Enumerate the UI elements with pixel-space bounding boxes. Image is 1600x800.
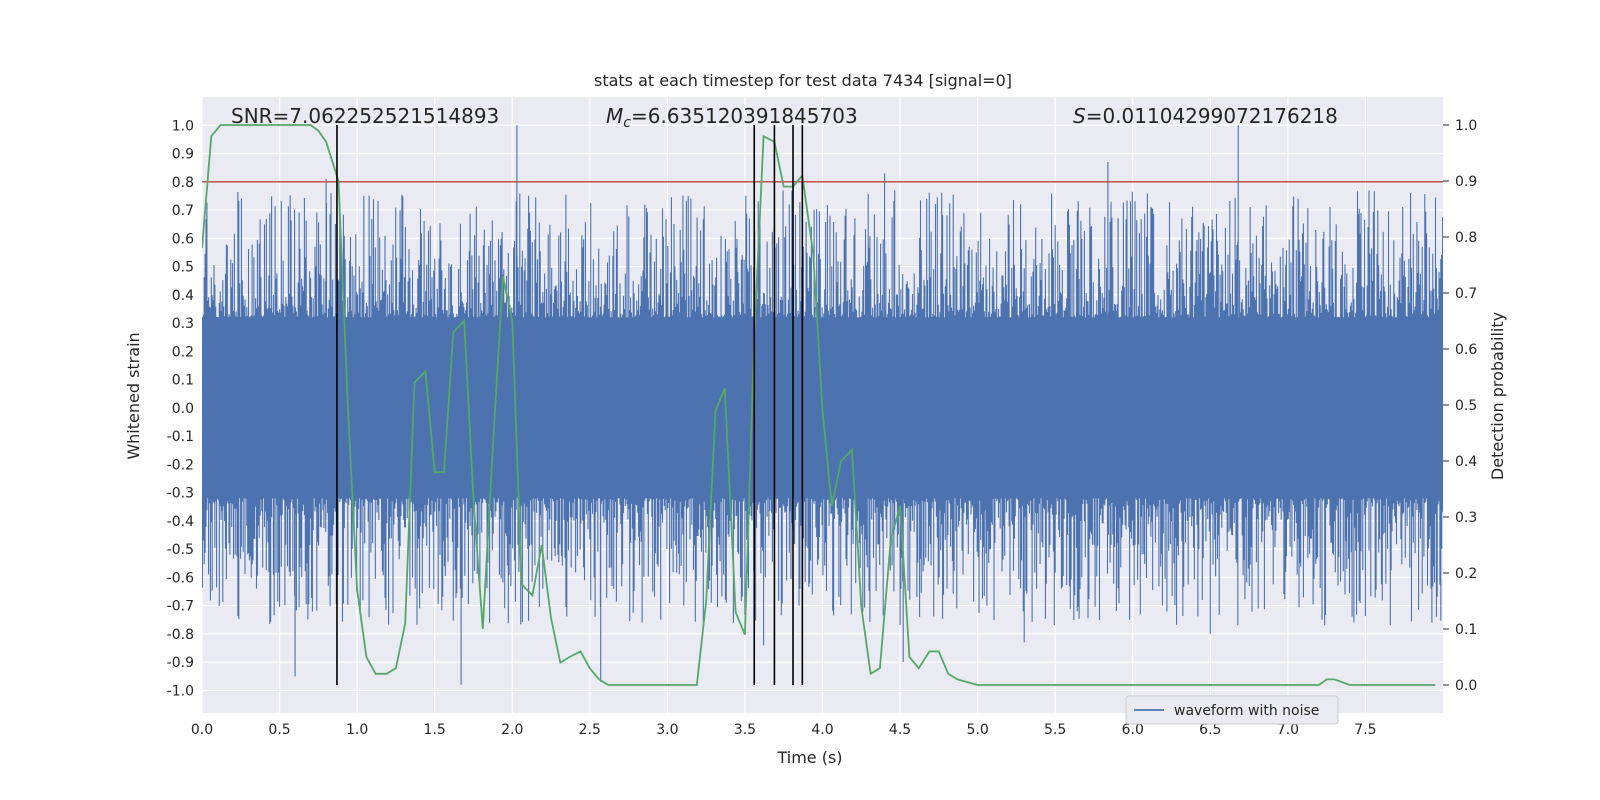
snr-annotation: SNR=7.062252521514893 xyxy=(231,104,499,128)
legend: waveform with noise xyxy=(1125,695,1339,725)
chirp-mass-value: =6.635120391845703 xyxy=(631,104,858,128)
y-tick-label: -0.5 xyxy=(167,542,194,558)
chirp-mass-subscript: c xyxy=(623,115,631,131)
y-tick-label: -1.0 xyxy=(167,683,194,699)
right-tick-label: 0.9 xyxy=(1455,174,1477,190)
y-tick-label: -0.2 xyxy=(167,457,194,473)
right-tick-label: 0.6 xyxy=(1455,342,1477,358)
y-tick-label: -0.9 xyxy=(167,655,194,671)
y-tick-label: 0.2 xyxy=(172,344,194,360)
chirp-mass-symbol: M xyxy=(606,104,623,128)
x-axis: 0.0 0.5 1.0 1.5 2.0 2.5 3.0 3.5 4.0 4.5 5.0 5.5 6.0 6… xyxy=(191,722,1377,738)
right-tick-label: 1.0 xyxy=(1455,118,1477,134)
y-tick-label: 0.0 xyxy=(172,401,194,417)
x-tick-label: 4.5 xyxy=(889,722,911,738)
y-tick-label: 0.8 xyxy=(172,175,194,191)
x-tick-label: 5.0 xyxy=(966,722,988,738)
right-tick-label: 0.3 xyxy=(1455,510,1477,526)
right-tick-label: 0.7 xyxy=(1455,286,1477,302)
x-tick-label: 0.0 xyxy=(191,722,213,738)
x-tick-label: 6.5 xyxy=(1199,722,1221,738)
y-tick-label: 0.6 xyxy=(172,231,194,247)
y-axis-label: Whitened strain xyxy=(124,332,143,459)
waveform-series xyxy=(202,125,1443,685)
y-tick-label: -0.4 xyxy=(167,514,194,530)
y-tick-label: 0.4 xyxy=(172,288,194,304)
y-tick-label: 0.3 xyxy=(172,316,194,332)
probability-line xyxy=(202,124,1436,686)
right-tick-label: 0.0 xyxy=(1455,678,1477,694)
y-tick-label: -0.6 xyxy=(167,570,194,586)
x-axis-label: Time (s) xyxy=(776,748,842,767)
y-tick-label: -0.3 xyxy=(167,486,194,502)
x-tick-label: 6.0 xyxy=(1122,722,1144,738)
y-tick-label: 0.1 xyxy=(172,373,194,389)
x-tick-label: 1.0 xyxy=(346,722,368,738)
statistic-annotation: S=0.01104299072176218 xyxy=(1073,104,1338,128)
legend-box xyxy=(1125,695,1339,725)
detection-probability-series xyxy=(202,124,1436,686)
x-tick-label: 4.0 xyxy=(811,722,833,738)
y-tick-label: -0.7 xyxy=(167,599,194,615)
right-tick-label: 0.4 xyxy=(1455,454,1477,470)
chart-title: stats at each timestep for test data 743… xyxy=(594,71,1012,90)
right-tick-label: 0.8 xyxy=(1455,230,1477,246)
x-tick-label: 2.0 xyxy=(501,722,523,738)
right-tick-label: 0.5 xyxy=(1455,398,1477,414)
x-tick-label: 3.0 xyxy=(656,722,678,738)
y-axis-right-label: Detection probability xyxy=(1488,312,1507,480)
x-tick-label: 2.5 xyxy=(579,722,601,738)
right-tick-label: 0.1 xyxy=(1455,622,1477,638)
x-tick-label: 1.5 xyxy=(424,722,446,738)
statistic-symbol: S xyxy=(1073,104,1086,128)
y-tick-label: 0.9 xyxy=(172,147,194,163)
y-axis-right: 1.0 0.9 0.8 0.7 0.6 0.5 0.4 0.3 0.2 0.1 0.0 xyxy=(1443,118,1477,694)
x-tick-label: 5.5 xyxy=(1044,722,1066,738)
x-tick-label: 7.0 xyxy=(1277,722,1299,738)
x-tick-label: 0.5 xyxy=(268,722,290,738)
y-tick-label: -0.8 xyxy=(167,627,194,643)
waveform-noise xyxy=(202,125,1443,685)
event-markers xyxy=(336,125,804,685)
y-tick-label: 0.5 xyxy=(172,260,194,276)
legend-label: waveform with noise xyxy=(1174,703,1319,719)
y-axis-left: 1.0 0.9 0.8 0.7 0.6 0.5 0.4 0.3 0.2 0.1 0.0 -0.1 -0.… xyxy=(167,118,194,699)
chirp-mass-annotation: Mc=6.635120391845703 xyxy=(606,104,858,131)
y-tick-label: -0.1 xyxy=(167,429,194,445)
y-tick-label: 0.7 xyxy=(172,203,194,219)
statistic-value: =0.01104299072176218 xyxy=(1086,104,1338,128)
right-tick-label: 0.2 xyxy=(1455,566,1477,582)
y-tick-label: 1.0 xyxy=(172,118,194,134)
x-tick-label: 3.5 xyxy=(734,722,756,738)
x-tick-label: 7.5 xyxy=(1354,722,1376,738)
